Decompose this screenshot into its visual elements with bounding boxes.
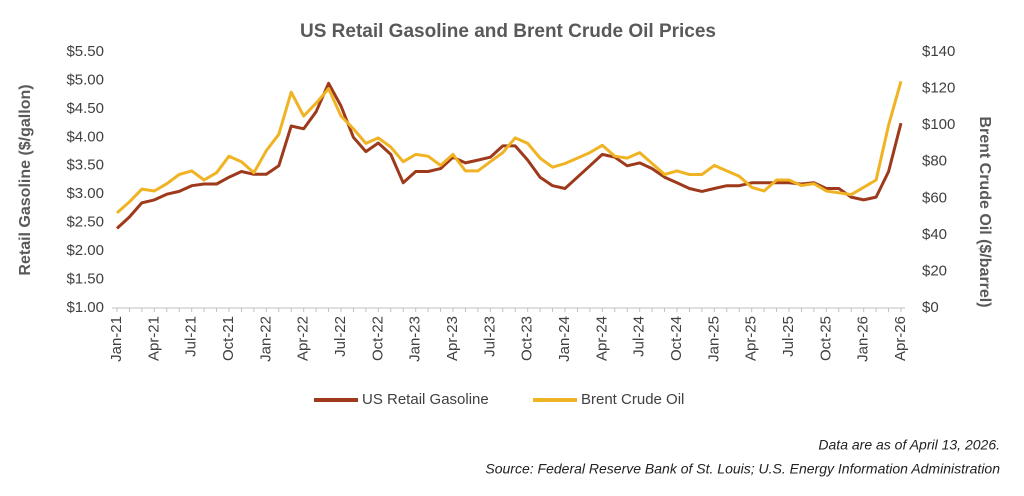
x-tick-label: Jul-25 (780, 316, 797, 357)
x-tick-label: Apr-21 (145, 316, 162, 361)
y2-tick-label: $20 (922, 262, 947, 279)
y2-tick-label: $120 (922, 80, 955, 97)
y-axis-title: Retail Gasoline ($/gallon) (17, 84, 34, 275)
legend-label: Brent Crude Oil (581, 391, 684, 408)
x-tick-label: Apr-26 (892, 316, 909, 361)
y2-tick-label: $40 (922, 226, 947, 243)
y-tick-label: $2.00 (66, 242, 104, 259)
y2-axis-title: Brent Crude Oil ($/barrel) (976, 116, 993, 307)
y-tick-label: $4.00 (66, 128, 104, 145)
y2-tick-label: $0 (922, 299, 939, 316)
line-series (116, 80, 903, 215)
x-tick-label: Oct-22 (369, 316, 386, 361)
y2-tick-label: $60 (922, 189, 947, 206)
x-tick-label: Jul-23 (481, 316, 498, 357)
y-tick-label: $4.50 (66, 100, 104, 117)
legend-label: US Retail Gasoline (362, 391, 489, 408)
y2-tick-label: $100 (922, 116, 955, 133)
y-tick-label: $3.00 (66, 185, 104, 202)
x-tick-label: Apr-24 (593, 316, 610, 361)
x-tick-label: Jul-24 (631, 316, 648, 357)
x-tick-label: Jan-26 (855, 316, 872, 362)
x-tick-label: Apr-23 (444, 316, 461, 361)
chart-title: US Retail Gasoline and Brent Crude Oil P… (300, 21, 716, 42)
x-tick-label: Oct-21 (220, 316, 237, 361)
x-tick-label: Oct-24 (668, 316, 685, 361)
x-tick-label: Apr-22 (295, 316, 312, 361)
x-tick-label: Jul-22 (332, 316, 349, 357)
x-tick-label: Jul-21 (183, 316, 200, 357)
x-tick-label: Oct-23 (519, 316, 536, 361)
note: Data are as of April 13, 2026. (818, 437, 1000, 453)
y2-tick-label: $140 (922, 43, 955, 60)
y-tick-label: $5.00 (66, 71, 104, 88)
y-tick-label: $1.00 (66, 299, 104, 316)
note: Source: Federal Reserve Bank of St. Loui… (485, 461, 1000, 477)
x-tick-label: Jan-21 (108, 316, 125, 362)
y2-tick-label: $80 (922, 153, 947, 170)
x-tick-label: Jan-24 (556, 316, 573, 362)
x-tick-label: Jan-22 (257, 316, 274, 362)
y-tick-label: $3.50 (66, 157, 104, 174)
x-tick-label: Jan-23 (407, 316, 424, 362)
line-series (115, 81, 903, 230)
y-tick-label: $5.50 (66, 43, 104, 60)
x-tick-label: Apr-25 (743, 316, 760, 361)
x-tick-label: Jan-25 (705, 316, 722, 362)
y-tick-label: $2.50 (66, 214, 104, 231)
x-tick-label: Oct-25 (817, 316, 834, 361)
y-tick-label: $1.50 (66, 271, 104, 288)
